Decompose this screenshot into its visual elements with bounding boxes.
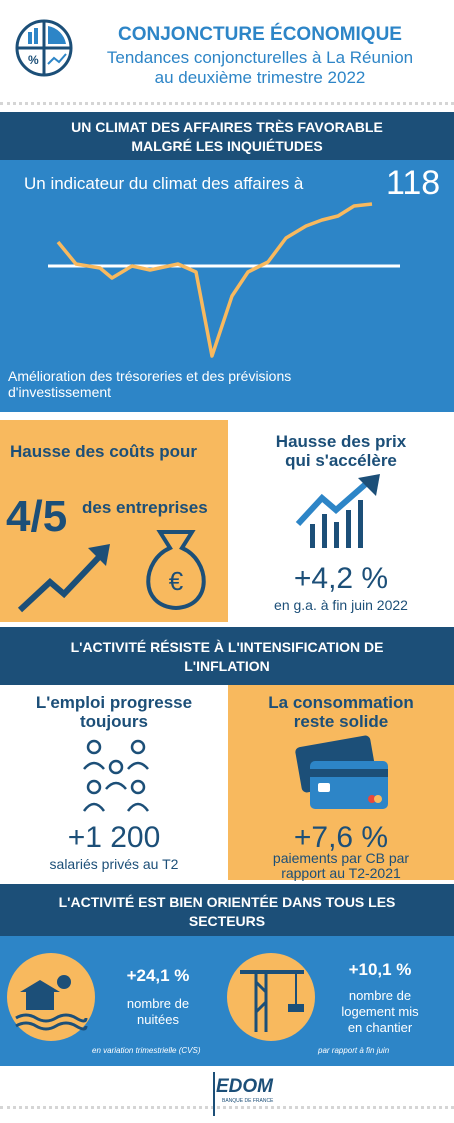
tourism-label: nombre de nuitées: [98, 996, 218, 1028]
indicator-label: Un indicateur du climat des affaires à: [24, 174, 304, 193]
separator: [0, 1106, 454, 1109]
heading-line: L'ACTIVITÉ EST BIEN ORIENTÉE DANS TOUS L…: [58, 894, 396, 910]
subtitle: Tendances conjoncturelles à La Réunion a…: [80, 48, 440, 88]
consumption-note: paiements par CB par rapport au T2-2021: [228, 851, 454, 881]
note-line: paiements par CB par: [272, 850, 410, 866]
label-line: en chantier: [347, 1020, 413, 1035]
title-line: Hausse des prix: [275, 432, 407, 451]
title-line: reste solide: [293, 712, 389, 731]
indicator-value: 118: [386, 164, 441, 202]
note-line: rapport au T2-2021: [281, 865, 401, 881]
logo: EDOM: [216, 1076, 273, 1097]
logo-bar: [213, 1072, 215, 1116]
employment-value: +1 200: [67, 821, 161, 854]
heading-line: UN CLIMAT DES AFFAIRES TRÈS FAVORABLE: [71, 119, 383, 135]
trend-line: [48, 202, 400, 358]
climate-panel: Un indicateur du climat des affaires à 1…: [0, 160, 454, 412]
prices-value: +4,2 %: [293, 562, 389, 595]
note-line: d'investissement: [8, 384, 112, 400]
cards-icon: [295, 735, 388, 809]
subtitle-line: au deuxième trimestre 2022: [154, 68, 366, 87]
heading-line: SECTEURS: [188, 913, 266, 929]
construction-label: nombre de logement mis en chantier: [318, 988, 442, 1036]
section-heading: UN CLIMAT DES AFFAIRES TRÈS FAVORABLE MA…: [0, 112, 454, 160]
prices-panel: Hausse des prix qui s'accélère +4,2 % en…: [228, 420, 454, 622]
construction-footnote: par rapport à fin juin: [318, 1046, 390, 1055]
title-line: qui s'accélère: [285, 451, 397, 470]
heading-line: L'ACTIVITÉ RÉSISTE À L'INTENSIFICATION D…: [70, 639, 384, 655]
label-line: nombre de: [348, 988, 412, 1003]
construction-value: +10,1 %: [348, 960, 412, 979]
employment-title: L'emploi progresse toujours: [0, 693, 228, 731]
costs-icons: €: [17, 530, 206, 613]
sublogo: BANQUE DE FRANCE: [222, 1098, 274, 1104]
construction-icon: [227, 953, 315, 1041]
consumption-panel: La consommation reste solide +7,6 % paie…: [228, 685, 454, 881]
label-line: logement mis: [341, 1004, 419, 1019]
prices-icon: [295, 474, 380, 548]
tourism-footnote: en variation trimestrielle (CVS): [92, 1046, 201, 1055]
employment-icon: [82, 739, 150, 812]
svg-text:%: %: [28, 53, 39, 67]
heading-line: L'INFLATION: [184, 658, 270, 674]
prices-note: en g.a. à fin juin 2022: [274, 597, 408, 613]
label-line: nombre de: [126, 996, 190, 1011]
label-line: nuitées: [137, 1012, 179, 1027]
title: CONJONCTURE ÉCONOMIQUE: [118, 24, 402, 45]
title-line: toujours: [80, 712, 148, 731]
section-heading: L'ACTIVITÉ EST BIEN ORIENTÉE DANS TOUS L…: [0, 884, 454, 936]
title-line: La consommation: [268, 693, 414, 712]
heading-line: MALGRÉ LES INQUIÉTUDES: [131, 138, 323, 154]
consumption-title: La consommation reste solide: [228, 693, 454, 731]
sectors-panel: +24,1 % nombre de nuitées en variation t…: [0, 936, 454, 1066]
note-line: Amélioration des trésoreries et des prév…: [8, 368, 292, 384]
costs-title: Hausse des coûts pour: [10, 442, 198, 461]
consumption-value: +7,6 %: [293, 821, 389, 854]
employment-note: salariés privés au T2: [49, 856, 179, 872]
separator: [0, 102, 454, 105]
prices-title: Hausse des prix qui s'accélère: [228, 432, 454, 470]
climate-note: Amélioration des trésoreries et des prév…: [8, 368, 291, 400]
tourism-icon: [7, 953, 95, 1041]
employment-panel: L'emploi progresse toujours +1 200 salar…: [0, 685, 228, 880]
costs-subject: des entreprises: [82, 498, 208, 517]
svg-text:€: €: [169, 566, 184, 596]
costs-panel: Hausse des coûts pour 4/5 des entreprise…: [0, 420, 228, 622]
title-line: L'emploi progresse: [35, 693, 193, 712]
subtitle-line: Tendances conjoncturelles à La Réunion: [106, 48, 414, 67]
header-icon: %: [15, 19, 73, 77]
tourism-value: +24,1 %: [126, 966, 190, 985]
costs-share: 4/5: [6, 492, 68, 541]
section-heading: L'ACTIVITÉ RÉSISTE À L'INTENSIFICATION D…: [0, 627, 454, 685]
